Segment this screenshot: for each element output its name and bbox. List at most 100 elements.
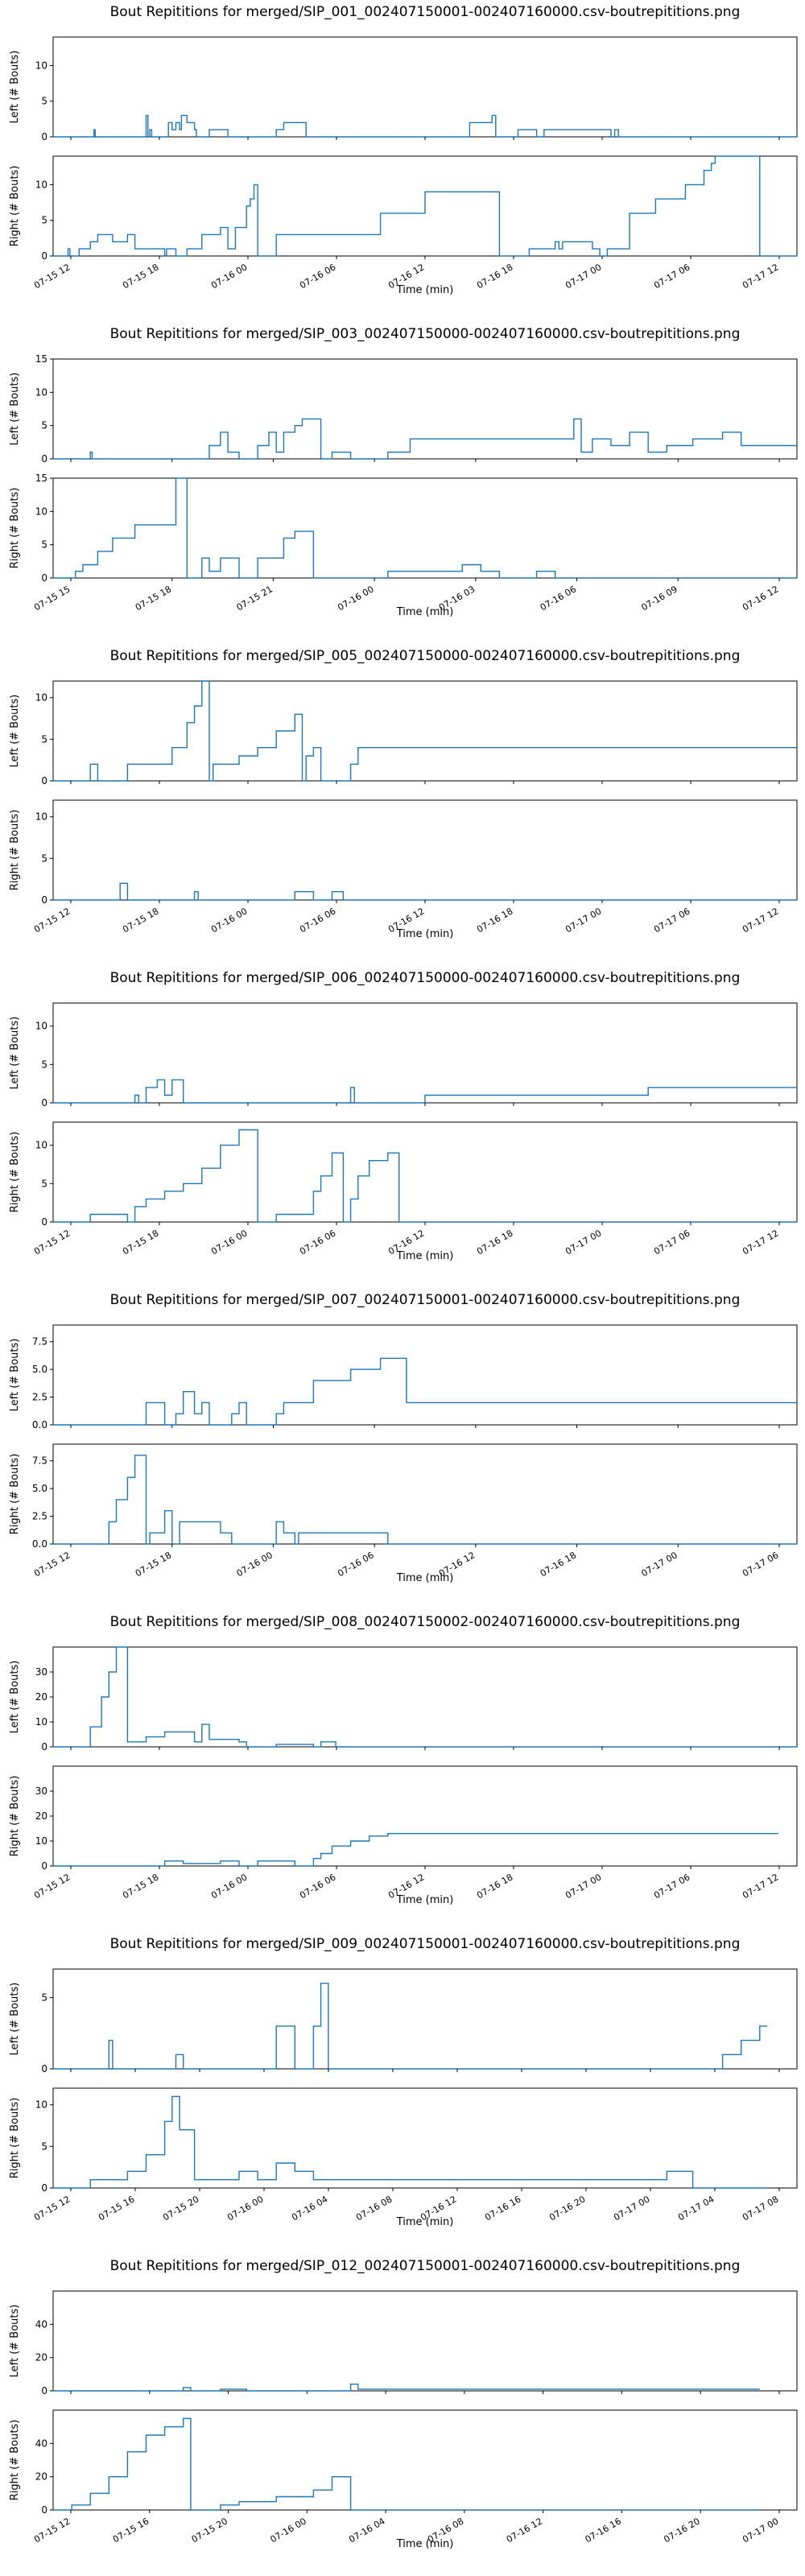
y-tick-label: 10 [35,1716,47,1728]
x-tick-label: 07-16 00 [209,906,249,935]
x-tick-label: 07-17 06 [652,906,691,935]
left-series-line [53,1079,797,1104]
right-axis-label: Right (# Bouts) [9,488,21,569]
x-tick-label: 07-16 09 [639,584,679,613]
chart-title: Bout Repititions for merged/SIP_005_0024… [110,648,741,664]
x-tick-label: 07-17 12 [741,1872,780,1901]
y-tick-label: 10 [35,1835,47,1847]
x-tick-label: 07-16 18 [475,262,514,291]
left-axis-label: Left (# Bouts) [9,2305,21,2378]
x-tick-label: 07-16 20 [662,2516,701,2545]
x-tick-label: 07-17 00 [639,1550,679,1579]
y-tick-label: 2.5 [32,1392,47,1403]
y-tick-label: 15 [35,473,47,484]
x-tick-label: 07-17 06 [652,1228,691,1257]
x-tick-label: 07-16 04 [347,2516,386,2545]
x-tick-label: 07-16 12 [741,584,780,613]
x-axis-label: Time (min) [396,2216,454,2228]
x-tick-label: 07-16 06 [298,262,337,291]
y-tick-label: 10 [35,1021,47,1032]
right-axis-label: Right (# Bouts) [9,1132,21,1213]
y-tick-label: 5 [41,96,47,107]
x-tick-label: 07-16 04 [290,2194,329,2223]
y-tick-label: 5 [41,852,47,864]
right-axis-label: Right (# Bouts) [9,2420,21,2501]
right-panel-frame [52,2409,798,2511]
x-tick-label: 07-16 00 [209,1872,249,1901]
right-series-line [53,882,797,901]
y-tick-label: 5.0 [32,1483,47,1494]
x-tick-label: 07-16 00 [209,1228,249,1257]
right-axis-label: Right (# Bouts) [9,166,21,247]
y-tick-label: 0 [41,131,47,142]
y-tick-label: 2.5 [32,1511,47,1522]
y-tick-label: 40 [35,2318,47,2330]
x-tick-label: 07-16 00 [225,2194,265,2223]
x-tick-label: 07-17 00 [564,1872,603,1901]
x-tick-label: 07-15 20 [161,2194,200,2223]
y-tick-label: 10 [35,179,47,190]
y-tick-label: 20 [35,1691,47,1703]
x-tick-label: 07-15 18 [121,1228,160,1257]
y-tick-label: 5 [41,1059,47,1070]
y-tick-label: 0 [41,2385,47,2396]
x-tick-label: 07-16 00 [336,584,375,613]
x-tick-label: 07-15 18 [134,1550,173,1579]
y-tick-label: 0 [41,1216,47,1228]
y-tick-label: 0 [41,453,47,464]
x-axis-label: Time (min) [396,1572,454,1584]
y-tick-label: 20 [35,2352,47,2363]
left-axis-label: Left (# Bouts) [9,1983,21,2056]
chart-title: Bout Repititions for merged/SIP_001_0024… [110,4,741,20]
right-axis-label: Right (# Bouts) [9,810,21,891]
right-panel-frame [52,1765,798,1867]
x-tick-label: 07-16 06 [298,1872,337,1901]
x-tick-label: 07-16 18 [475,906,514,935]
right-axis-label: Right (# Bouts) [9,1776,21,1857]
x-tick-label: 07-15 20 [190,2516,229,2545]
y-tick-label: 0 [41,775,47,786]
x-tick-label: 07-16 06 [298,1228,337,1257]
y-tick-label: 5.0 [32,1364,47,1375]
chart-title: Bout Repititions for merged/SIP_003_0024… [110,326,741,342]
x-tick-label: 07-17 06 [652,262,691,291]
x-tick-label: 07-16 00 [268,2516,308,2545]
y-tick-label: 0 [41,2504,47,2516]
right-series-line [53,2417,760,2511]
y-tick-label: 10 [35,1140,47,1151]
right-panel-frame [52,1121,798,1223]
x-tick-label: 07-15 16 [111,2516,151,2545]
right-axis-label: Right (# Bouts) [9,2098,21,2179]
y-tick-label: 0 [41,250,47,262]
left-axis-label: Left (# Bouts) [9,695,21,768]
y-tick-label: 10 [35,60,47,71]
x-tick-label: 07-15 18 [121,262,160,291]
x-tick-label: 07-17 00 [564,1228,603,1257]
y-tick-label: 20 [35,2471,47,2483]
left-axis-label: Left (# Bouts) [9,1661,21,1734]
y-tick-label: 30 [35,1666,47,1678]
x-axis-label: Time (min) [396,1250,454,1262]
x-tick-label: 07-15 18 [134,584,173,613]
left-series-line [53,680,797,782]
x-tick-label: 07-16 20 [547,2194,587,2223]
x-tick-label: 07-17 00 [612,2194,651,2223]
x-tick-label: 07-16 12 [505,2516,544,2545]
x-tick-label: 07-17 12 [741,1228,780,1257]
chart-title: Bout Repititions for merged/SIP_008_0024… [110,1614,741,1630]
y-tick-label: 5 [41,733,47,745]
x-tick-label: 07-15 15 [32,584,72,613]
left-axis-label: Left (# Bouts) [9,1339,21,1412]
x-axis-label: Time (min) [396,2538,454,2550]
right-series-line [53,1129,797,1223]
x-tick-label: 07-16 18 [475,1228,514,1257]
right-panel-frame [52,2087,798,2189]
y-tick-label: 5 [41,2140,47,2152]
y-tick-label: 0 [41,2063,47,2074]
y-tick-label: 40 [35,2438,47,2449]
y-tick-label: 5 [41,1992,47,2003]
left-panel-frame [52,680,798,782]
x-tick-label: 07-16 00 [209,262,249,291]
x-tick-label: 07-16 06 [539,584,578,613]
x-tick-label: 07-15 18 [121,1872,160,1901]
